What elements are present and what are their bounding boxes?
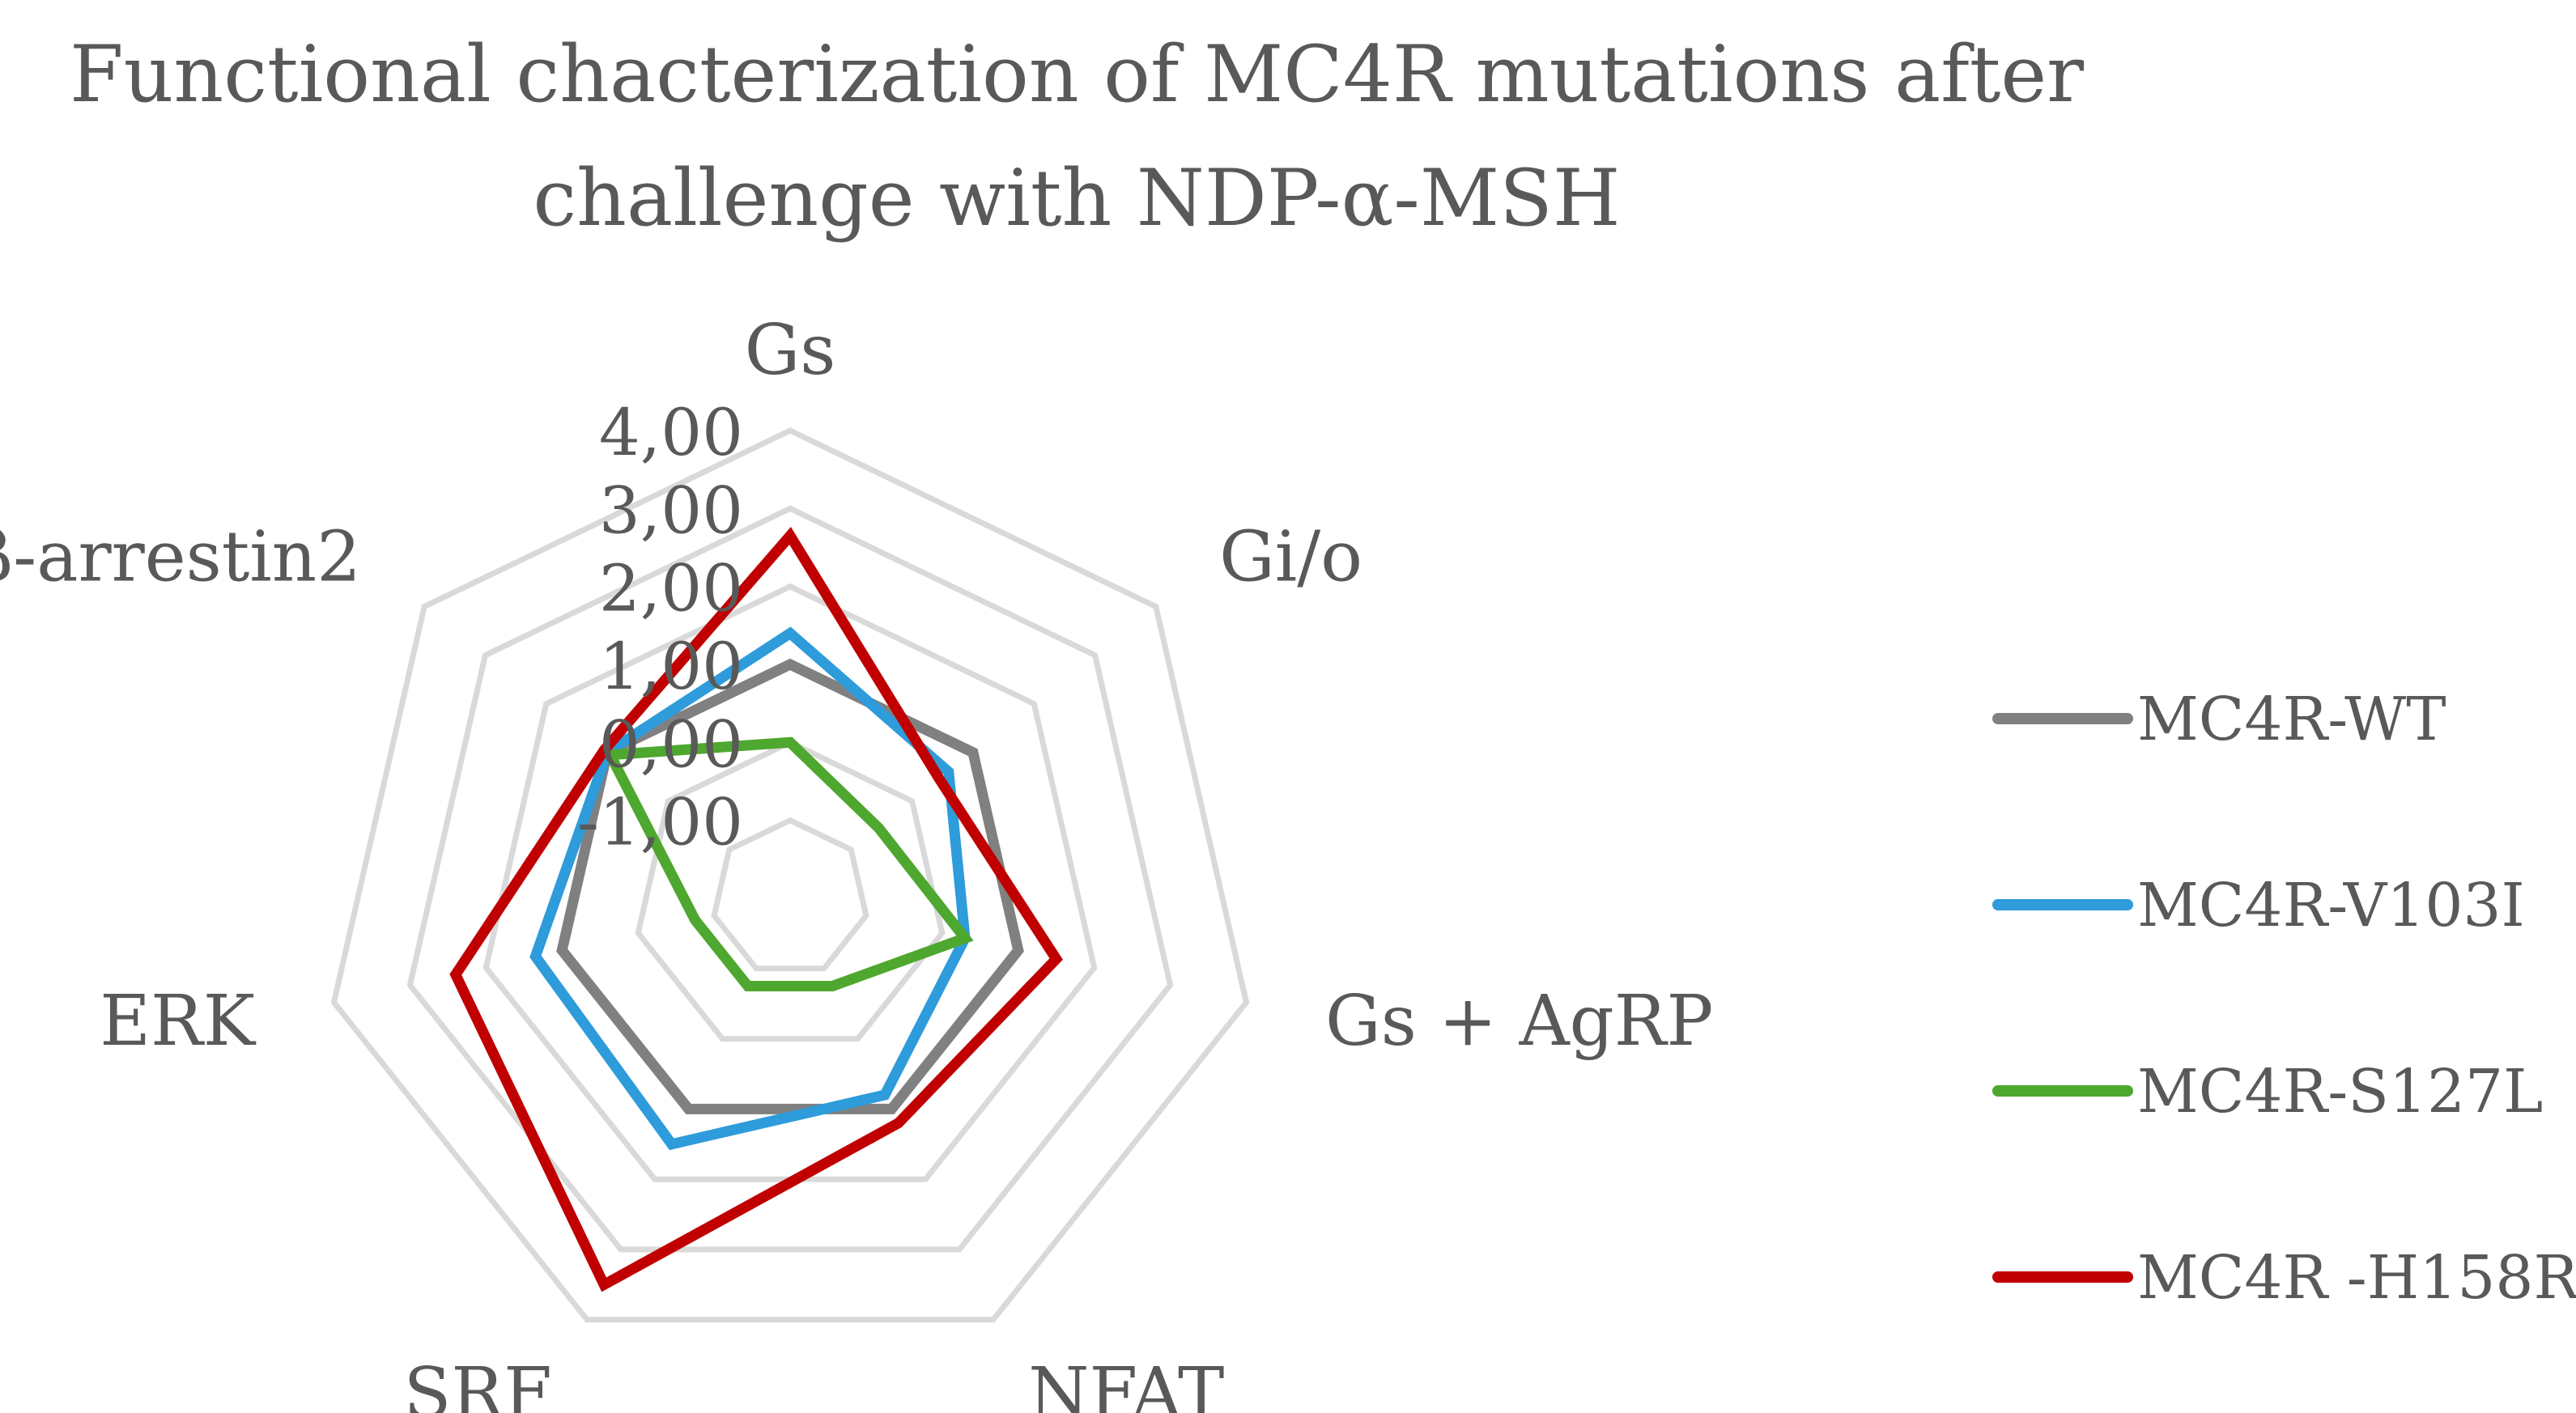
- category-label: SRF: [403, 1353, 551, 1413]
- tick-labels: 4,003,002,001,000,00-1,00: [577, 395, 743, 860]
- legend-label: MC4R-WT: [2137, 685, 2446, 754]
- grid-ring-3: [406, 505, 1174, 1253]
- series-line-2: [601, 736, 974, 991]
- category-label: β-arrestin2: [0, 516, 361, 597]
- legend: MC4R-WT MC4R-V103I MC4R-S127L MC4R -H158R: [1992, 685, 2576, 1313]
- legend-label: MC4R-V103I: [2137, 871, 2525, 940]
- tick-label: -1,00: [577, 785, 743, 860]
- category-label: Gi/o: [1219, 516, 1362, 597]
- series-layer: [449, 527, 1063, 1292]
- chart-title-line-2: challenge with NDP-α-MSH: [533, 153, 1620, 244]
- grid-ring-0: [635, 739, 946, 1042]
- legend-label: MC4R-S127L: [2137, 1057, 2543, 1127]
- grid-ring--1: [711, 817, 869, 972]
- category-label: Gs + AgRP: [1325, 981, 1713, 1062]
- grid-ring-4: [330, 427, 1250, 1323]
- tick-label: 3,00: [599, 473, 743, 548]
- tick-label: 0,00: [599, 706, 743, 782]
- tick-label: 2,00: [599, 551, 743, 626]
- chart-title-line-1: Functional chacterization of MC4R mutati…: [70, 29, 2084, 120]
- category-labels: Gs Gi/o Gs + AgRP NFAT SRF ERK β-arrestin2: [0, 310, 1713, 1413]
- tick-label: 4,00: [599, 395, 743, 470]
- legend-label: MC4R -H158R: [2137, 1243, 2576, 1313]
- category-label: ERK: [100, 981, 257, 1062]
- category-label: NFAT: [1028, 1353, 1224, 1413]
- series-line-3: [449, 527, 1063, 1292]
- tick-label: 1,00: [599, 629, 743, 704]
- category-label: Gs: [745, 310, 836, 391]
